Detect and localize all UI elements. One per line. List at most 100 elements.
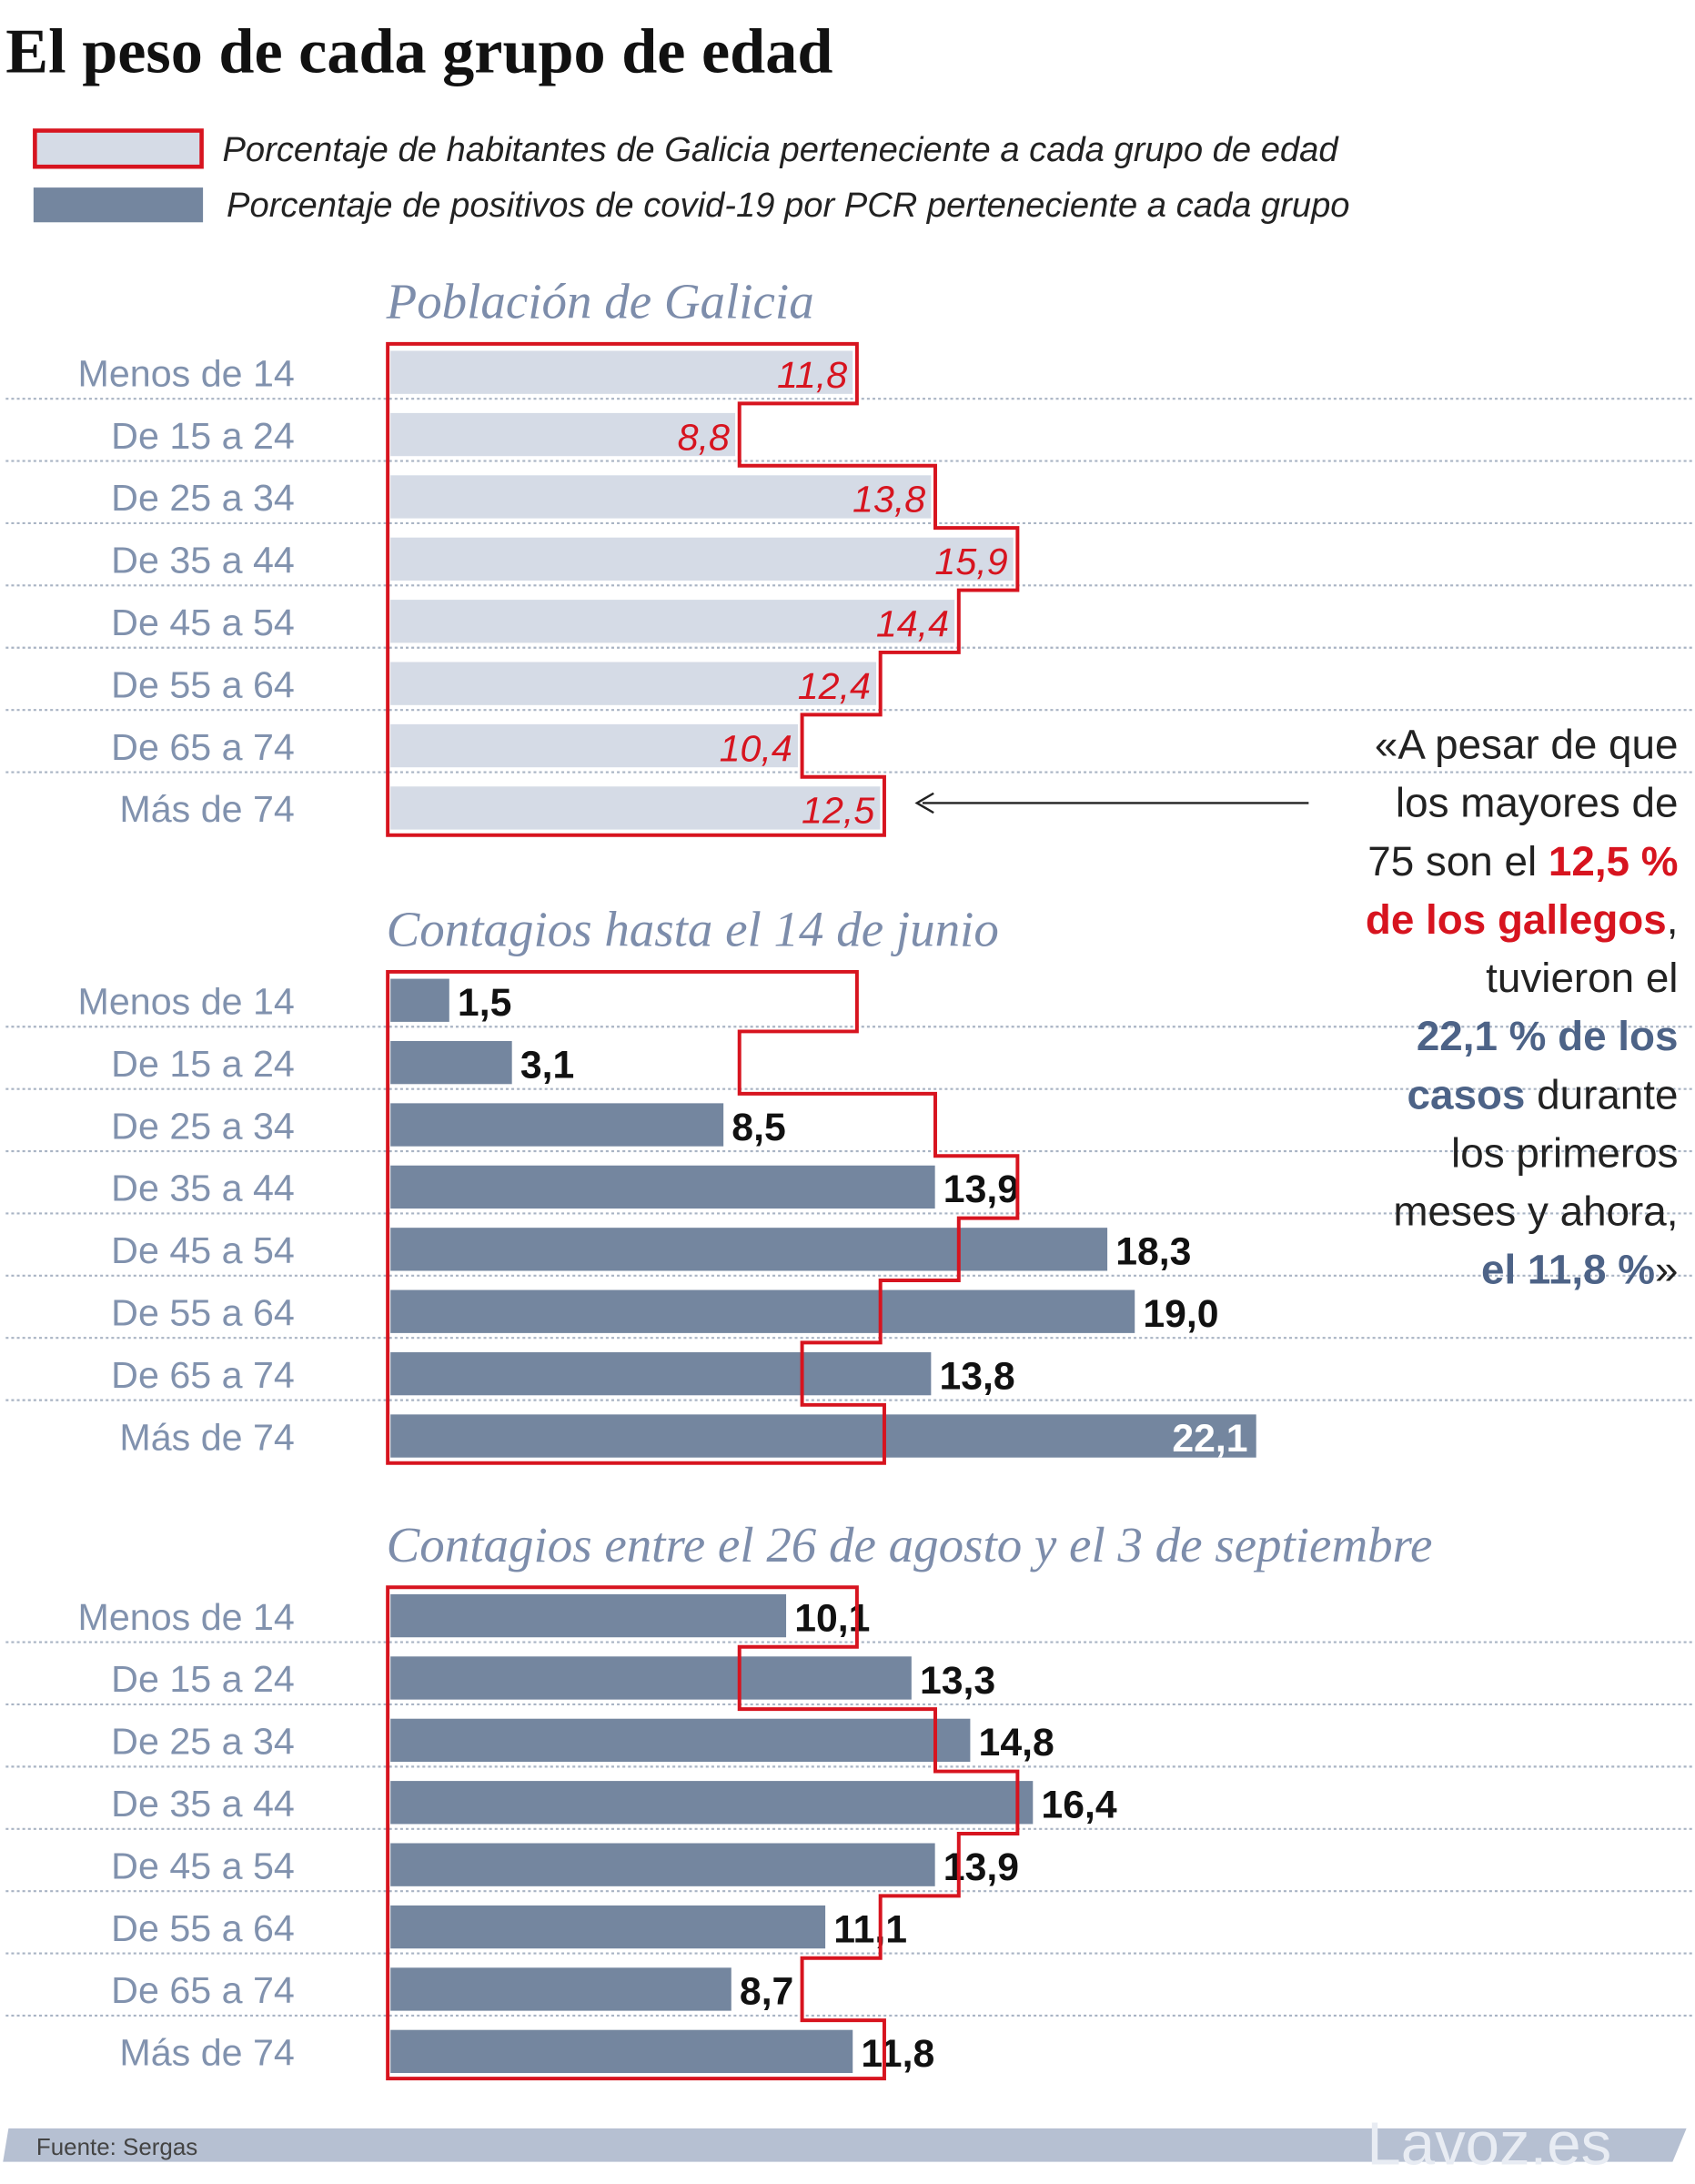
bar [390, 537, 1014, 581]
section-title: Población de Galicia [386, 274, 814, 329]
category-label: De 55 a 64 [111, 1291, 295, 1333]
annotation-line: casos durante [1407, 1071, 1679, 1117]
legend-label-population: Porcentaje de habitantes de Galicia pert… [222, 130, 1339, 169]
category-label: Más de 74 [119, 1416, 294, 1458]
bar [390, 475, 932, 519]
bar [390, 412, 736, 457]
category-label: De 25 a 34 [111, 1721, 295, 1763]
section-title: Contagios hasta el 14 de junio [387, 902, 999, 957]
value-label: 11,8 [777, 354, 847, 396]
bar [390, 1905, 826, 1949]
legend-swatch-population [33, 128, 204, 169]
annotation-segment: los mayores de [1396, 780, 1679, 826]
annotation-segment: durante [1525, 1071, 1678, 1117]
annotation-segment: 12,5 % [1549, 838, 1679, 885]
value-label: 16,4 [1041, 1784, 1116, 1827]
annotation-line: los mayores de [1396, 780, 1679, 826]
value-label: 10,4 [720, 727, 792, 769]
value-label: 22,1 [1172, 1417, 1247, 1461]
annotation-line: los primeros [1451, 1129, 1678, 1176]
footer: Fuente: Sergas Lavoz.es [3, 2110, 1687, 2179]
bar-chart-section: Contagios hasta el 14 de junio Menos de 1… [5, 902, 1692, 1465]
category-label: De 65 a 74 [111, 726, 295, 768]
value-label: 11,8 [861, 2032, 934, 2076]
annotation-segment: meses y ahora, [1393, 1188, 1678, 1235]
annotation-line: el 11,8 %» [1481, 1247, 1678, 1293]
annotation-segment: , [1667, 896, 1679, 943]
category-label: De 35 a 44 [111, 1783, 295, 1825]
value-label: 13,9 [943, 1845, 1019, 1889]
annotation-line: 22,1 % de los [1417, 1013, 1679, 1059]
source-text: Fuente: Sergas [36, 2135, 197, 2160]
value-label: 18,3 [1115, 1230, 1191, 1274]
value-label: 12,5 [802, 790, 875, 832]
section-title: Contagios entre el 26 de agosto y el 3 d… [387, 1517, 1433, 1572]
value-label: 8,5 [731, 1106, 785, 1149]
footer-bar [3, 2128, 1687, 2162]
bar [390, 350, 853, 394]
chart-title: El peso de cada grupo de edad [5, 15, 832, 86]
value-label: 12,4 [798, 665, 871, 707]
bar [390, 1040, 512, 1085]
annotation: «A pesar de que los mayores de 75 son el 1… [914, 722, 1679, 1293]
bar [390, 978, 449, 1022]
bar [390, 1593, 787, 1638]
bar [390, 1967, 731, 2011]
arrow-head-icon [914, 792, 934, 814]
category-label: De 35 a 44 [111, 540, 295, 581]
legend: Porcentaje de habitantes de Galicia pert… [33, 128, 1350, 225]
value-label: 8,7 [740, 1970, 793, 2014]
value-label: 14,8 [979, 1721, 1054, 1764]
value-label: 1,5 [458, 981, 511, 1025]
category-label: De 65 a 74 [111, 1969, 295, 2011]
value-label: 13,8 [853, 479, 925, 521]
category-label: De 45 a 54 [111, 1229, 295, 1271]
category-label: De 55 a 64 [111, 663, 295, 705]
bar [390, 723, 798, 768]
legend-swatch-positives [33, 187, 204, 223]
value-label: 13,3 [920, 1659, 995, 1703]
category-label: Más de 74 [119, 2032, 294, 2074]
annotation-segment: de los gallegos [1366, 896, 1667, 943]
bar-chart-section: Contagios entre el 26 de agosto y el 3 d… [5, 1517, 1692, 2081]
value-label: 3,1 [520, 1043, 574, 1087]
category-label: Más de 74 [119, 788, 294, 830]
annotation-line: tuvieron el [1486, 955, 1678, 1001]
annotation-segment: «A pesar de que [1375, 722, 1679, 768]
bar [390, 1103, 724, 1147]
annotation-segment: tuvieron el [1486, 955, 1678, 1001]
annotation-line: de los gallegos, [1366, 896, 1679, 943]
category-label: De 35 a 44 [111, 1168, 295, 1209]
value-label: 15,9 [934, 541, 1007, 582]
value-label: 13,8 [940, 1354, 1015, 1398]
annotation-line: «A pesar de que [1375, 722, 1679, 768]
annotation-segment: 22,1 % de los [1417, 1013, 1679, 1059]
annotation-line: 75 son el 12,5 % [1367, 838, 1678, 885]
category-label: Menos de 14 [78, 981, 295, 1023]
value-label: 8,8 [678, 416, 730, 458]
category-label: De 15 a 24 [111, 1658, 295, 1700]
population-outline [386, 1585, 1020, 2081]
bar [390, 1656, 912, 1700]
annotation-line: meses y ahora, [1393, 1188, 1678, 1235]
bar [390, 1843, 935, 1886]
bar [390, 1718, 971, 1763]
brand-logo: Lavoz.es [1367, 2110, 1611, 2179]
population-outline [386, 969, 1020, 1465]
population-outline [386, 341, 1020, 837]
bar [390, 1228, 1108, 1271]
annotation-segment: 75 son el [1367, 838, 1549, 885]
annotation-segment: el 11,8 % [1481, 1247, 1655, 1293]
category-label: De 45 a 54 [111, 602, 295, 643]
category-label: De 65 a 74 [111, 1354, 295, 1396]
category-label: De 15 a 24 [111, 415, 295, 457]
annotation-segment: los primeros [1451, 1129, 1678, 1176]
annotation-segment: casos [1407, 1071, 1526, 1117]
bar [390, 1351, 932, 1396]
bar [390, 786, 881, 830]
category-label: De 25 a 34 [111, 1105, 295, 1147]
annotation-segment: » [1655, 1247, 1678, 1293]
bar-chart-section: Población de Galicia Menos de 14 11,8 De 15… [5, 274, 1692, 837]
value-label: 13,9 [943, 1168, 1019, 1211]
